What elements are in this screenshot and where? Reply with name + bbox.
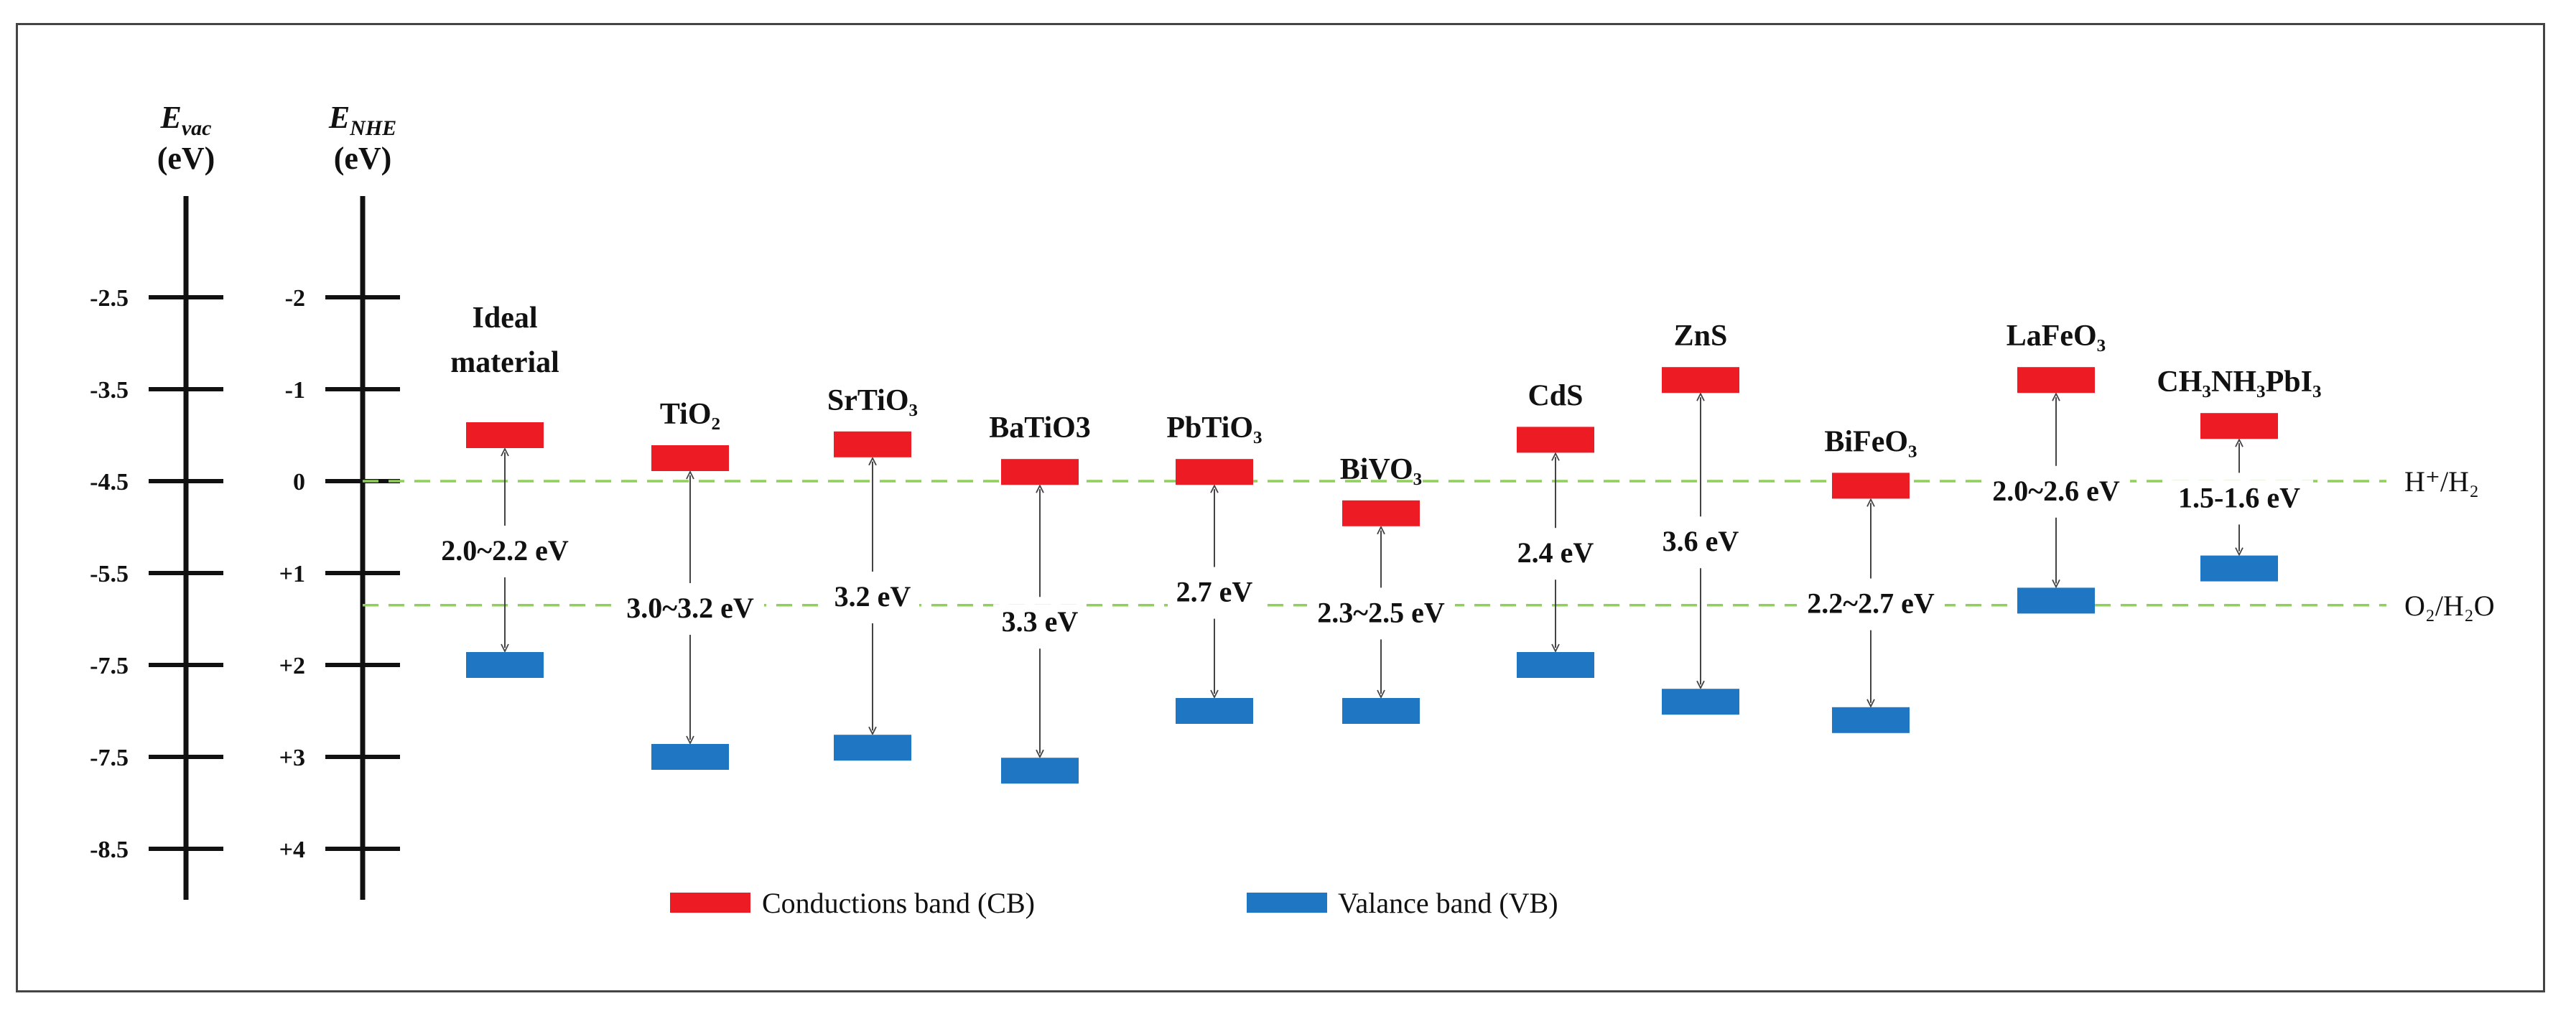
- material-name: LaFeO₃: [2007, 320, 2106, 353]
- cb-bar: [1517, 427, 1594, 453]
- band-gap-label: 3.3 eV: [1002, 605, 1079, 638]
- nhe-axis-tick-label: 0: [293, 469, 305, 495]
- vb-bar: [834, 735, 911, 761]
- nhe-axis-tick-label: +4: [279, 837, 305, 863]
- figure-frame: Evac (eV) -2.5 -3.5 -4.5 -5.5 -7.5 -7.5 -8.5 ENHE…: [16, 23, 2545, 992]
- vb-bar: [651, 744, 729, 770]
- vacuum-axis-tick-label: -2.5: [90, 285, 129, 312]
- gap-label-bg: [993, 604, 1087, 641]
- vb-bar: [1832, 707, 1910, 733]
- material-name: BiFeO₃: [1824, 425, 1917, 458]
- vacuum-axis-tick-label: -8.5: [90, 837, 129, 863]
- nhe-axis-tick-label: +2: [279, 653, 305, 679]
- cb-bar: [834, 431, 911, 457]
- nhe-axis-tick-label: +1: [279, 561, 305, 587]
- reference-line-label: O₂/H₂O: [2404, 590, 2495, 622]
- gap-label-bg: [1509, 535, 1602, 572]
- band-gap-label: 3.0~3.2 eV: [626, 592, 754, 624]
- band-gap-label: 2.2~2.7 eV: [1807, 587, 1935, 620]
- material-name: CdS: [1528, 379, 1583, 412]
- material-name: TiO₂: [660, 398, 720, 431]
- cb-bar: [1176, 459, 1253, 485]
- band-diagram: Evac(eV)-2.5-3.5-4.5-5.5-7.5-7.5-8.5ENHE…: [90, 100, 2495, 919]
- vb-bar: [2017, 587, 2095, 614]
- cb-bar: [651, 445, 729, 471]
- material-name: CH₃NH₃PbI₃: [2157, 366, 2321, 399]
- vb-bar: [466, 652, 544, 678]
- gap-label-bg: [616, 590, 764, 626]
- cb-bar: [1001, 459, 1079, 485]
- band-gap-label: 2.4 eV: [1517, 536, 1594, 569]
- material-name: SrTiO₃: [827, 384, 918, 417]
- material-name: PbTiO₃: [1166, 411, 1262, 445]
- band-gap-label: 2.7 eV: [1176, 576, 1253, 608]
- band-gap-label: 2.0~2.6 eV: [1992, 475, 2120, 507]
- gap-label-bg: [1982, 473, 2130, 509]
- vb-bar: [1662, 689, 1739, 715]
- vacuum-axis-tick-label: -7.5: [90, 745, 129, 771]
- material-name: BiVO₃: [1340, 453, 1422, 486]
- gap-label-bg: [2165, 480, 2313, 516]
- legend-cb-swatch: [670, 893, 750, 913]
- legend-vb-swatch: [1247, 893, 1327, 913]
- material-name: ZnS: [1674, 320, 1728, 353]
- band-gap-label: 2.3~2.5 eV: [1317, 596, 1445, 628]
- vb-bar: [1001, 758, 1079, 784]
- cb-bar: [2200, 413, 2278, 439]
- cb-bar: [1832, 473, 1910, 499]
- vb-bar: [2200, 555, 2278, 582]
- band-gap-label: 1.5-1.6 eV: [2178, 481, 2300, 513]
- material-name: Ideal material: [450, 302, 559, 379]
- vacuum-axis-tick-label: -5.5: [90, 561, 129, 587]
- gap-label-bg: [1797, 585, 1945, 622]
- material-name: BaTiO3: [989, 411, 1091, 445]
- vacuum-axis-unit: (eV): [157, 141, 215, 176]
- cb-bar: [1662, 367, 1739, 394]
- cb-bar: [2017, 367, 2095, 394]
- nhe-axis-tick-label: -2: [285, 285, 305, 312]
- gap-label-bg: [1307, 595, 1455, 631]
- nhe-axis-tick-label: -1: [285, 377, 305, 404]
- nhe-axis-unit: (eV): [334, 141, 392, 176]
- legend-cb-label: Conductions band (CB): [762, 887, 1035, 919]
- gap-label-bg: [1654, 524, 1747, 560]
- cb-bar: [466, 422, 544, 448]
- vb-bar: [1342, 698, 1420, 724]
- gap-label-bg: [1168, 574, 1261, 610]
- cb-bar: [1342, 500, 1420, 526]
- band-gap-label: 2.0~2.2 eV: [441, 534, 569, 567]
- band-gap-label: 3.6 eV: [1663, 525, 1739, 557]
- reference-line-label: H⁺/H₂: [2404, 465, 2479, 498]
- vb-bar: [1517, 652, 1594, 678]
- gap-label-bg: [826, 579, 919, 615]
- legend-vb-label: Valance band (VB): [1338, 887, 1558, 919]
- nhe-axis-tick-label: +3: [279, 745, 305, 771]
- vb-bar: [1176, 698, 1253, 724]
- vacuum-axis-title: Evac: [160, 100, 212, 140]
- vacuum-axis-tick-label: -3.5: [90, 377, 129, 404]
- vacuum-axis-tick-label: -4.5: [90, 469, 129, 495]
- band-gap-label: 3.2 eV: [834, 580, 911, 613]
- gap-label-bg: [431, 533, 579, 569]
- nhe-axis-title: ENHE: [328, 100, 396, 140]
- vacuum-axis-tick-label: -7.5: [90, 653, 129, 679]
